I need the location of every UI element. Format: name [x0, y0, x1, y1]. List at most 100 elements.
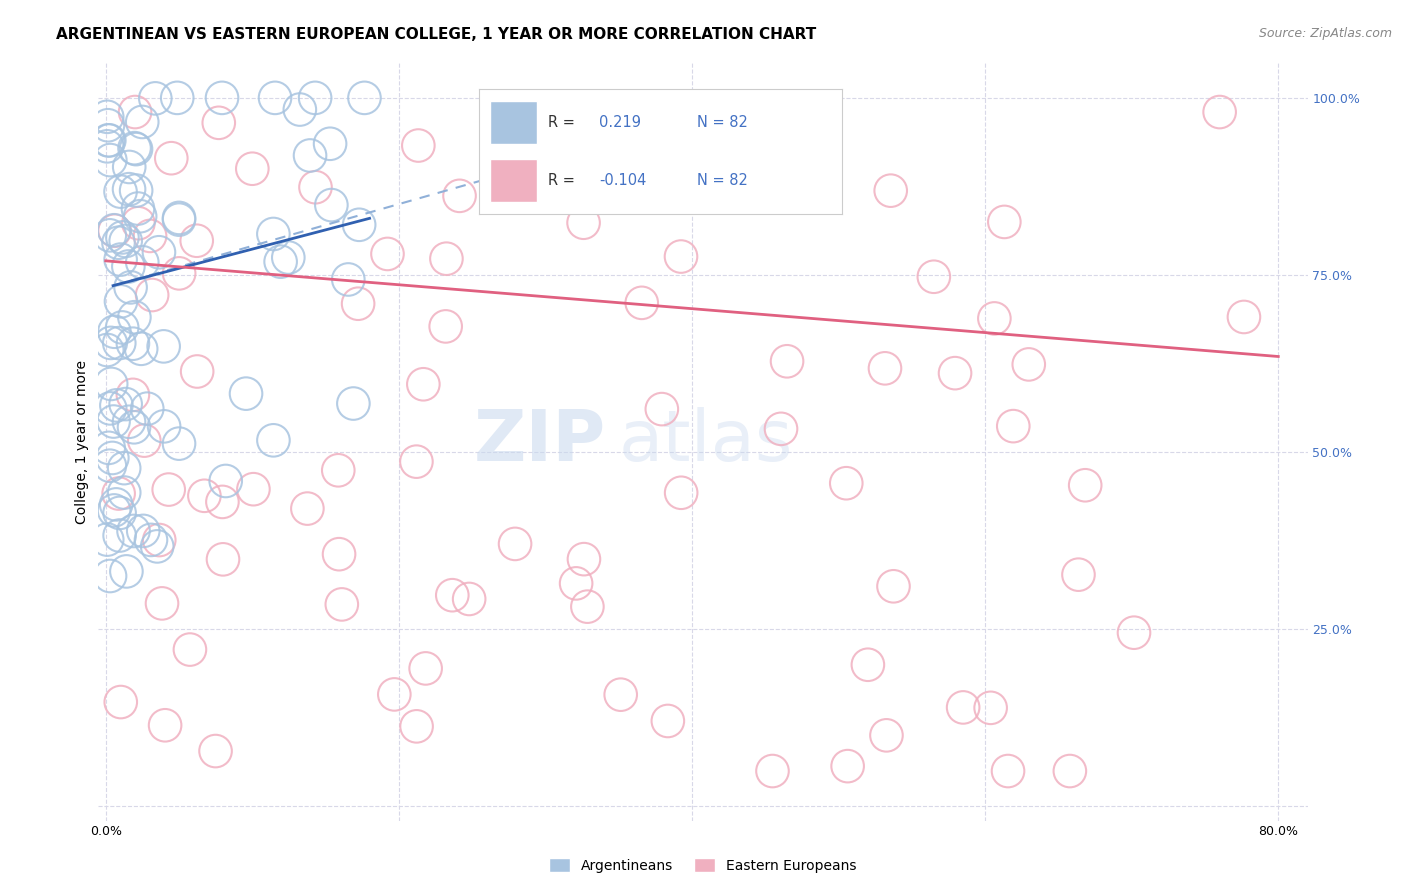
Point	[1074, 478, 1097, 492]
Point	[186, 364, 208, 378]
Point	[405, 719, 427, 733]
Point	[120, 280, 142, 294]
Point	[1059, 764, 1081, 778]
Point	[96, 139, 118, 153]
Point	[107, 235, 129, 250]
Point	[212, 552, 235, 566]
Point	[215, 474, 238, 488]
Point	[495, 173, 517, 187]
Point	[98, 133, 121, 147]
Point	[408, 138, 430, 153]
Point	[107, 486, 129, 500]
Point	[835, 476, 858, 491]
Point	[304, 180, 326, 194]
Point	[186, 234, 208, 248]
Point	[297, 501, 319, 516]
Point	[125, 184, 148, 198]
Point	[630, 296, 652, 310]
Point	[997, 764, 1019, 778]
Point	[264, 91, 287, 105]
Point	[576, 599, 599, 614]
Point	[112, 485, 135, 500]
Point	[1208, 105, 1230, 120]
Point	[167, 266, 190, 280]
Point	[342, 396, 364, 410]
Point	[131, 255, 153, 269]
Point	[572, 216, 595, 230]
Point	[204, 744, 226, 758]
Point	[111, 230, 134, 244]
Point	[503, 537, 526, 551]
Point	[96, 343, 118, 357]
Point	[100, 376, 122, 391]
Point	[262, 434, 284, 448]
Point	[111, 320, 134, 334]
Point	[330, 598, 353, 612]
Point	[105, 497, 128, 511]
Point	[347, 296, 370, 310]
Point	[124, 141, 146, 155]
Point	[139, 533, 162, 547]
Point	[146, 540, 169, 554]
Point	[98, 569, 121, 583]
Point	[97, 441, 120, 455]
Point	[114, 234, 136, 248]
Point	[166, 91, 188, 105]
Point	[127, 216, 149, 230]
Point	[761, 764, 783, 778]
Point	[193, 489, 215, 503]
Point	[129, 342, 152, 356]
Point	[103, 415, 125, 429]
Point	[104, 224, 127, 238]
Point	[108, 528, 131, 542]
Text: atlas: atlas	[619, 407, 793, 476]
Point	[436, 252, 458, 266]
Point	[115, 565, 138, 579]
Point	[98, 228, 121, 243]
Point	[875, 728, 897, 742]
Point	[127, 202, 149, 216]
Point	[328, 547, 350, 561]
Point	[134, 434, 156, 448]
Point	[141, 288, 163, 302]
Point	[167, 436, 190, 450]
Point	[148, 245, 170, 260]
Point	[131, 115, 153, 129]
Point	[97, 133, 120, 147]
Point	[167, 212, 190, 227]
Point	[98, 458, 121, 473]
Point	[96, 110, 118, 124]
Point	[110, 294, 132, 309]
Point	[208, 116, 231, 130]
Point	[449, 189, 471, 203]
Point	[98, 153, 121, 167]
Point	[157, 483, 180, 497]
Point	[319, 136, 342, 151]
Point	[235, 386, 257, 401]
Point	[118, 160, 141, 174]
Point	[565, 576, 588, 591]
Point	[983, 311, 1005, 326]
Point	[277, 251, 299, 265]
Point	[101, 450, 124, 465]
Point	[337, 272, 360, 286]
Point	[434, 319, 457, 334]
Point	[129, 209, 152, 223]
Point	[441, 588, 464, 602]
Point	[882, 579, 904, 593]
Point	[108, 506, 131, 520]
Point	[103, 223, 125, 237]
Point	[160, 151, 183, 165]
Text: ZIP: ZIP	[474, 407, 606, 476]
Point	[377, 247, 399, 261]
Point	[122, 420, 145, 434]
Point	[1018, 358, 1040, 372]
Point	[132, 524, 155, 538]
Point	[262, 227, 284, 241]
Point	[122, 524, 145, 538]
Point	[856, 657, 879, 672]
Y-axis label: College, 1 year or more: College, 1 year or more	[75, 359, 89, 524]
Point	[952, 700, 974, 714]
Point	[96, 533, 118, 547]
Point	[117, 260, 139, 274]
